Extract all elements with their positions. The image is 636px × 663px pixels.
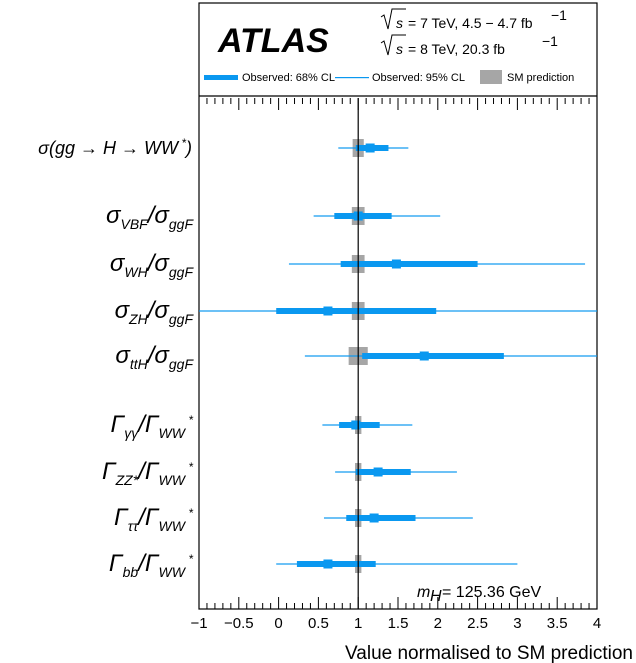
measurement-row	[335, 463, 457, 481]
ci68-bar	[276, 308, 437, 314]
central-value-marker	[373, 467, 383, 477]
central-value-marker	[323, 559, 333, 569]
measurement-row	[322, 416, 413, 434]
legend-swatch-ci95	[335, 77, 369, 79]
ci68-bar	[355, 469, 411, 475]
higgs-mass-label: m H = 125.36 GeV	[417, 584, 542, 605]
central-value-marker	[365, 143, 375, 153]
measurement-row	[276, 555, 518, 573]
x-tick-label: −0.5	[224, 615, 254, 632]
x-tick-label: 2	[434, 615, 442, 632]
row-label: σttH/σggF	[115, 342, 194, 372]
measurement-rows	[199, 139, 597, 573]
svg-text:s: s	[396, 15, 403, 31]
mass-value: = 125.36 GeV	[442, 584, 542, 601]
central-value-marker	[369, 513, 379, 523]
legend: Observed: 68% CL Observed: 95% CL SM pre…	[204, 70, 574, 84]
central-value-marker	[323, 306, 333, 316]
measurement-row	[323, 509, 473, 527]
row-label: σWH/σggF	[110, 250, 195, 280]
row-label: Γττ/ΓWW *	[114, 504, 193, 534]
ci68-bar	[340, 261, 478, 267]
sqrt-sign-icon	[380, 8, 406, 30]
legend-swatch-sm	[480, 70, 502, 84]
measurement-row	[199, 302, 597, 320]
measurement-row	[288, 255, 586, 273]
x-axis-ticks	[198, 98, 598, 609]
ci95-line	[276, 563, 518, 565]
row-label: σZH/σggF	[115, 297, 195, 327]
x-tick-label: 2.5	[467, 615, 488, 632]
svg-text:m: m	[417, 584, 430, 601]
experiment-label: ATLAS	[217, 22, 329, 60]
x-tick-label: 1.5	[388, 615, 409, 632]
legend-swatch-ci68	[204, 75, 238, 80]
central-value-marker	[391, 259, 401, 269]
ci68-bar	[346, 515, 416, 521]
x-tick-labels: −1 −0.5 0 0.5 1 1.5 2 2.5 3 3.5 4	[190, 615, 601, 632]
lumi-exponent-2: −1	[542, 33, 558, 49]
x-tick-label: 3.5	[547, 615, 568, 632]
row-label: Γbb/ΓWW *	[109, 550, 193, 580]
row-label: Γγγ/ΓWW *	[111, 411, 194, 441]
legend-label-sm: SM prediction	[507, 72, 574, 84]
row-label: ΓZZ*/ΓWW *	[102, 458, 193, 488]
legend-label-ci95: Observed: 95% CL	[372, 72, 465, 84]
x-tick-label: 0	[274, 615, 282, 632]
x-tick-label: 3	[513, 615, 521, 632]
ci68-bar	[362, 353, 504, 359]
energy-text-1: = 7 TeV, 4.5 − 4.7 fb	[408, 15, 533, 31]
x-tick-label: 1	[354, 615, 362, 632]
row-labels: σ(gg → H → WW *) σVBF/σggF σWH/σggF σZH/σgg…	[38, 136, 194, 580]
measurement-row	[313, 207, 441, 225]
lumi-exponent-1: −1	[551, 7, 567, 23]
legend-label-ci68: Observed: 68% CL	[242, 72, 335, 84]
ci68-bar	[296, 561, 376, 567]
sqrt-sign-icon	[380, 34, 406, 56]
measurement-row	[304, 347, 597, 365]
x-tick-label: 0.5	[308, 615, 329, 632]
x-tick-label: 4	[593, 615, 601, 632]
svg-text:H: H	[430, 588, 442, 605]
central-value-marker	[351, 420, 361, 430]
central-value-marker	[419, 351, 429, 361]
energy-line-1: s = 7 TeV, 4.5 − 4.7 fb −1	[380, 7, 567, 31]
x-axis-label: Value normalised to SM prediction	[345, 643, 633, 663]
ci68-bar	[334, 213, 392, 219]
svg-text:s: s	[396, 41, 403, 57]
row-label: σ(gg → H → WW *)	[38, 136, 192, 158]
energy-text-2: = 8 TeV, 20.3 fb	[408, 41, 505, 57]
energy-line-2: s = 8 TeV, 20.3 fb −1	[380, 33, 558, 57]
row-label: σVBF/σggF	[106, 202, 194, 232]
x-tick-label: −1	[190, 615, 207, 632]
measurement-row	[338, 139, 409, 157]
